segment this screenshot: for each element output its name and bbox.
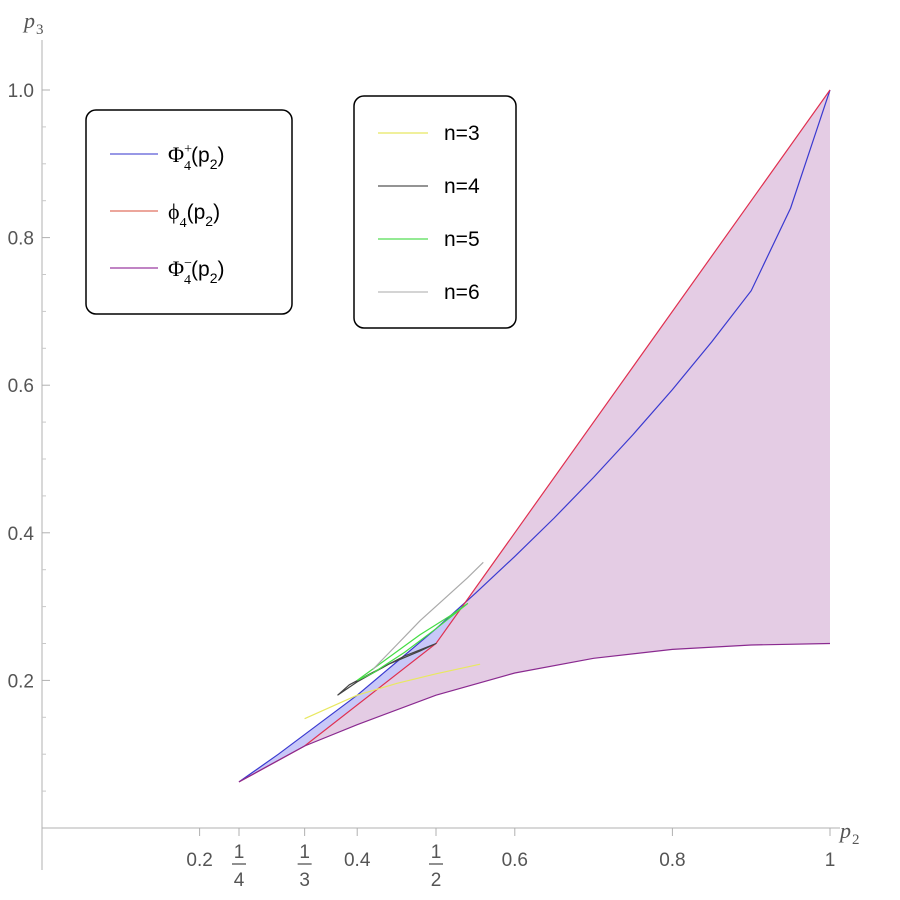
x-tick-numerator: 1 bbox=[299, 842, 310, 863]
x-tick-denominator: 3 bbox=[299, 870, 310, 891]
y-tick-label: 0.2 bbox=[8, 671, 34, 692]
y-tick-label: 0.4 bbox=[8, 524, 35, 545]
legend-label: n=3 bbox=[444, 122, 480, 145]
boundary-curves bbox=[238, 89, 831, 783]
y-ticks: 0.2 0.4 0.6 0.8 1.0 bbox=[8, 81, 50, 792]
x-tick-denominator: 4 bbox=[234, 870, 245, 891]
curve-phi-minus bbox=[238, 642, 831, 783]
x-tick-label: 1 bbox=[825, 850, 836, 871]
x-tick-label: 0.6 bbox=[502, 850, 528, 871]
sample-curve-n6 bbox=[372, 561, 484, 670]
sample-curves bbox=[304, 561, 484, 720]
legend-samples-frame bbox=[353, 95, 517, 329]
svg-text:p: p bbox=[838, 818, 851, 843]
y-tick-label: 1.0 bbox=[8, 81, 34, 102]
legend-samples: n=3 n=4 n=5 n=6 bbox=[353, 95, 517, 329]
x-tick-label: 0.2 bbox=[186, 850, 212, 871]
legend-label: n=5 bbox=[444, 228, 480, 251]
legend-sample-entry: n=5 bbox=[378, 228, 480, 251]
x-tick-fraction: 14 bbox=[232, 842, 246, 891]
curve-phi-plus bbox=[238, 89, 831, 783]
x-tick-label: 0.4 bbox=[344, 850, 371, 871]
region-fills bbox=[239, 90, 830, 782]
legend-label: Φ+ 4(p2) bbox=[168, 142, 224, 174]
legend-label: n=6 bbox=[444, 281, 480, 304]
y-axis-label: p 3 bbox=[22, 8, 44, 38]
x-axis-label: p 2 bbox=[838, 818, 860, 848]
legend-label: Φ− 4(p2) bbox=[168, 256, 224, 288]
x-tick-numerator: 1 bbox=[431, 842, 442, 863]
x-tick-fraction: 13 bbox=[297, 842, 312, 891]
legend-label: ϕ4(p2) bbox=[168, 199, 220, 231]
legend-boundary-entry: Φ− 4(p2) bbox=[110, 256, 224, 288]
x-tick-label: 0.8 bbox=[659, 850, 685, 871]
region-lower-fill bbox=[239, 90, 830, 782]
y-tick-label: 0.6 bbox=[8, 376, 34, 397]
sample-curve-n3 bbox=[304, 663, 481, 720]
x-tick-fraction: 12 bbox=[429, 842, 443, 891]
legend-boundaries-frame bbox=[85, 109, 293, 315]
svg-text:3: 3 bbox=[36, 22, 44, 38]
legend-sample-entry: n=3 bbox=[378, 122, 480, 145]
x-tick-denominator: 2 bbox=[431, 870, 442, 891]
sample-curve-n5 bbox=[356, 602, 469, 681]
legend-boundary-entry: ϕ4(p2) bbox=[110, 199, 220, 231]
legend-sample-entry: n=6 bbox=[378, 281, 480, 304]
legend-sample-entry: n=4 bbox=[378, 175, 480, 198]
legend-boundaries: Φ+ 4(p2) ϕ4(p2) Φ− 4(p2) bbox=[85, 109, 293, 315]
axes bbox=[41, 40, 840, 870]
y-tick-label: 0.8 bbox=[8, 229, 34, 250]
legend-boundary-entry: Φ+ 4(p2) bbox=[110, 142, 224, 174]
svg-text:2: 2 bbox=[852, 832, 860, 848]
svg-text:p: p bbox=[22, 8, 35, 33]
x-tick-numerator: 1 bbox=[234, 842, 245, 863]
legend-label: n=4 bbox=[444, 175, 480, 198]
